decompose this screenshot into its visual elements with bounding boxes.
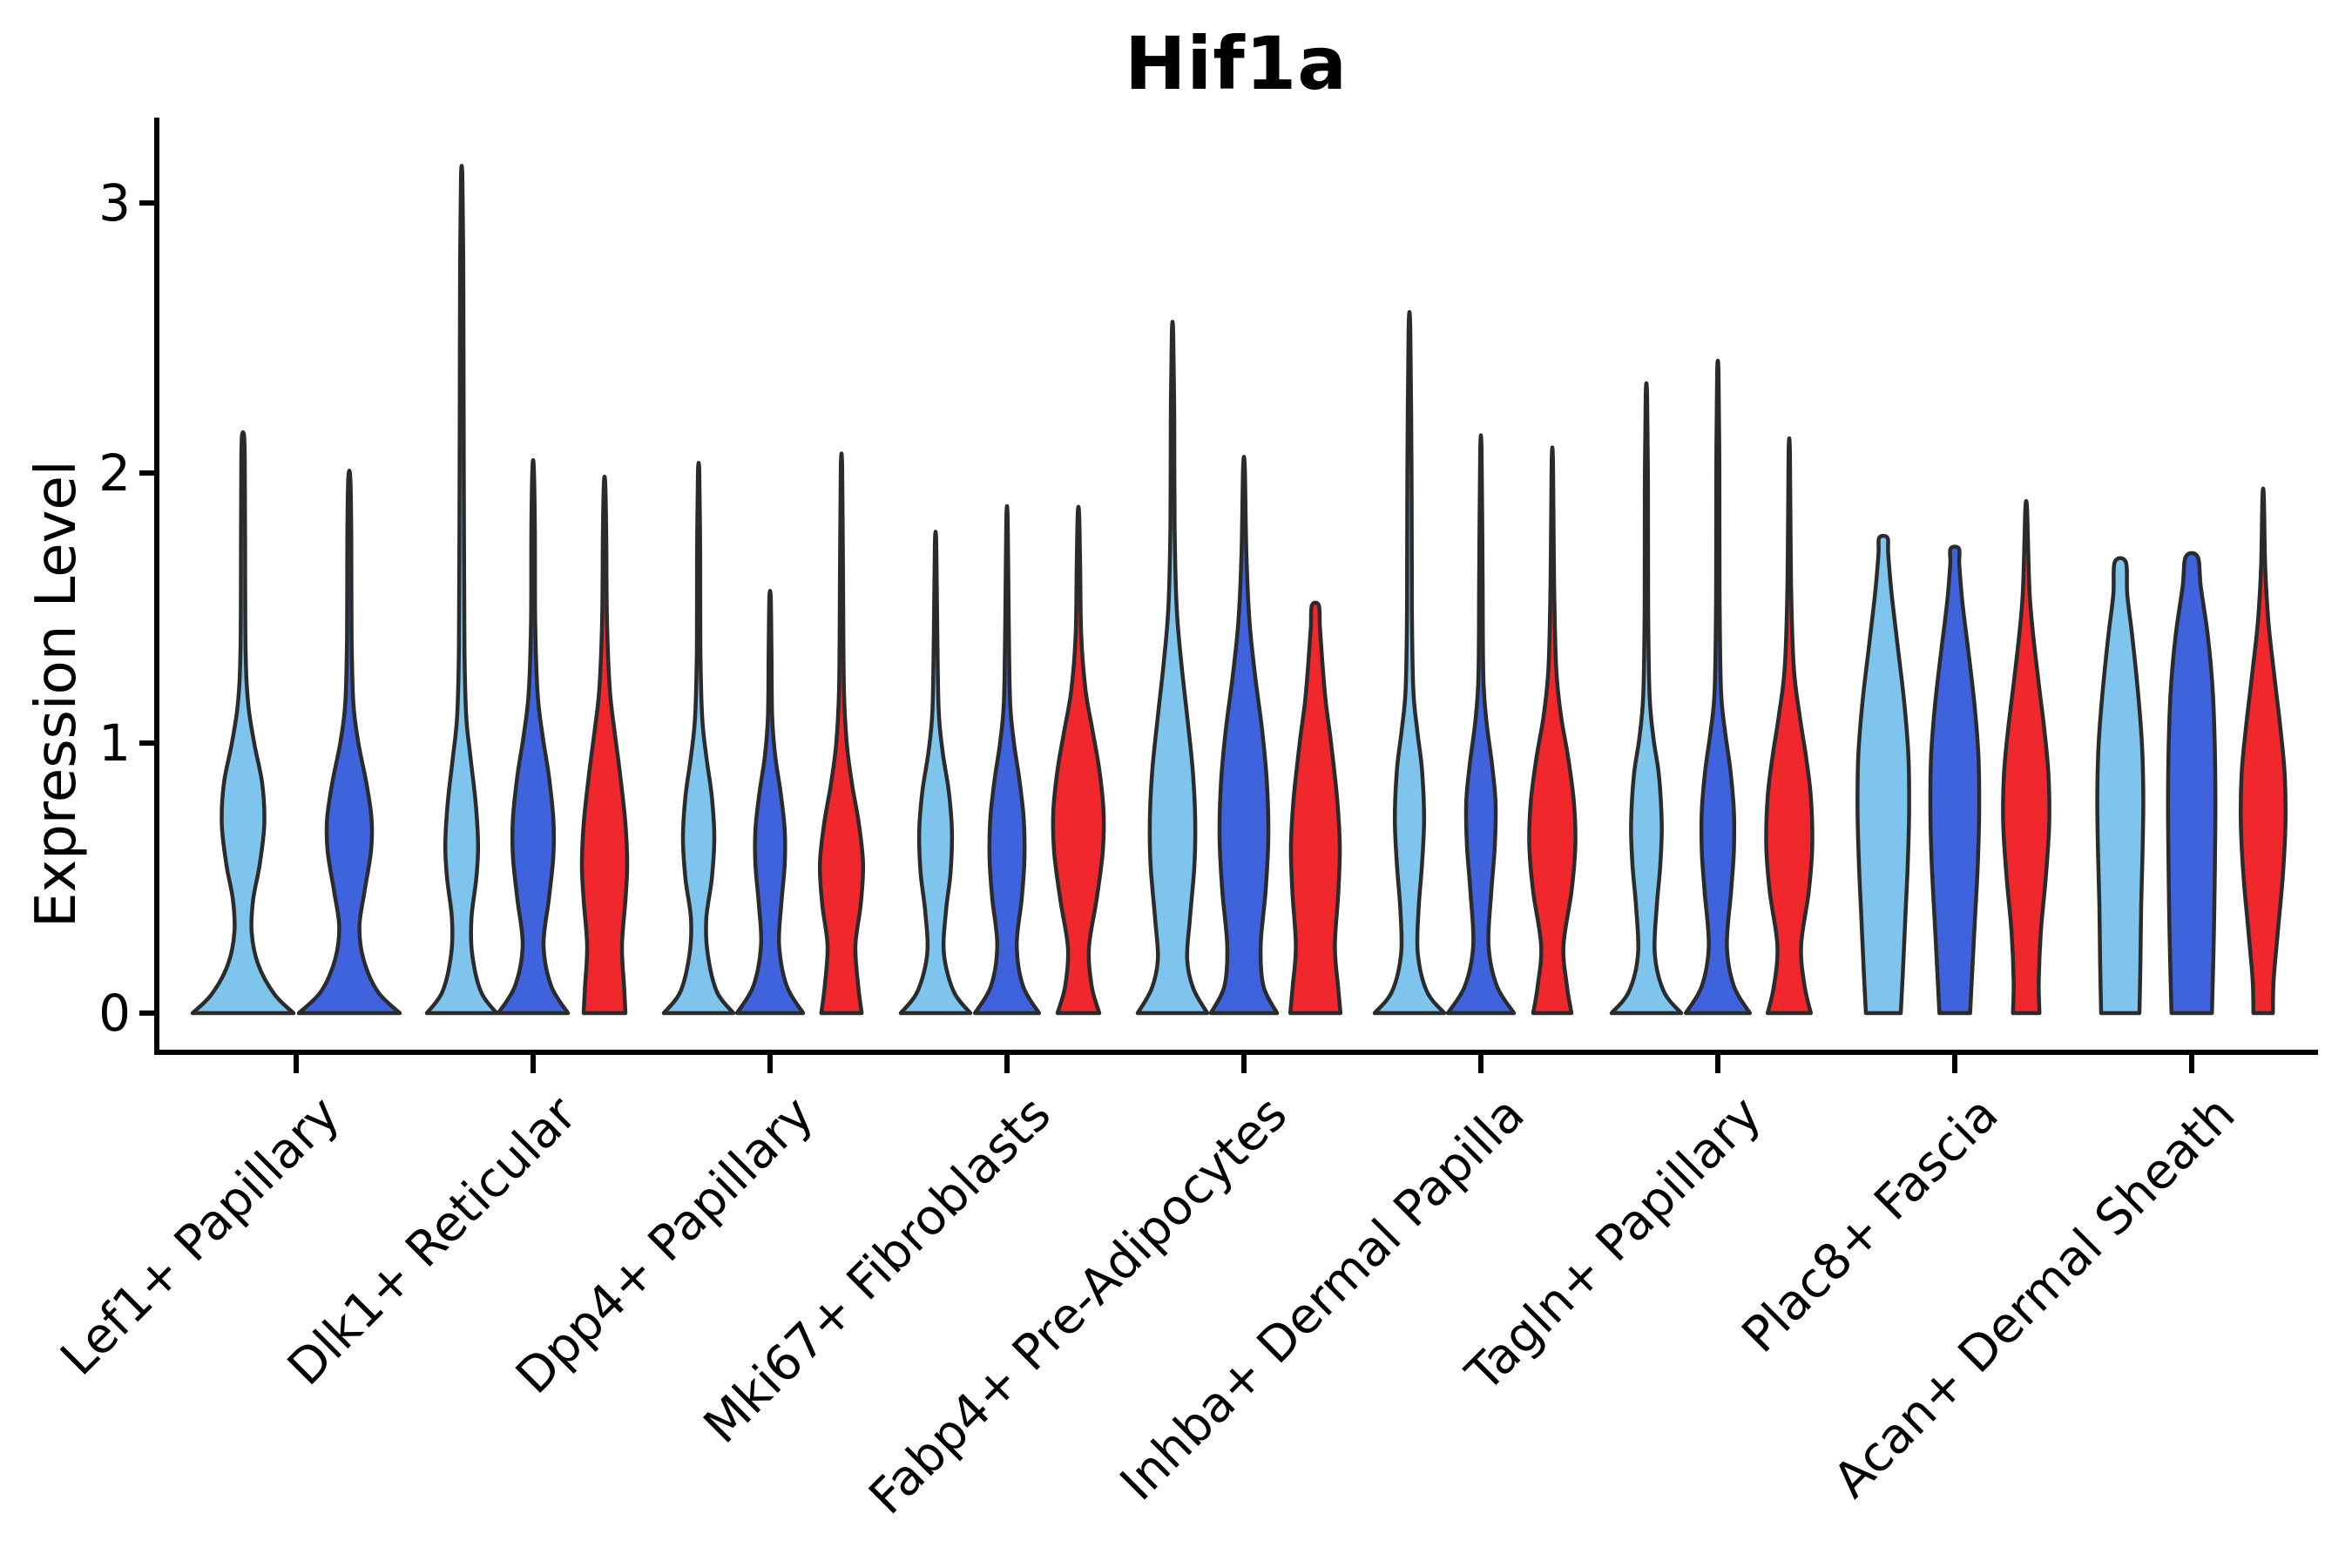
- violin-6-series-0: [1609, 381, 1684, 1016]
- violin-8-series-0: [2095, 556, 2146, 1016]
- violin-4-series-2: [1288, 600, 1343, 1016]
- violin-6-series-2: [1764, 436, 1815, 1016]
- chart-title: Hif1a: [1125, 21, 1348, 106]
- violin-1-series-1: [496, 458, 571, 1016]
- violin-7-series-0: [1855, 533, 1911, 1016]
- violin-2-series-2: [817, 451, 866, 1016]
- y-tick-label: 3: [98, 173, 131, 233]
- violin-8-series-1: [2166, 551, 2218, 1016]
- axis-spines: [154, 118, 2318, 1055]
- violin-5-series-0: [1372, 309, 1447, 1016]
- y-tick-label: 0: [98, 983, 131, 1043]
- violin-2-series-0: [661, 461, 736, 1016]
- violin-1-series-0: [424, 164, 499, 1016]
- y-tick-label: 2: [98, 443, 131, 503]
- violin-5-series-1: [1445, 433, 1517, 1016]
- violin-1-series-2: [579, 474, 630, 1016]
- violin-7-series-2: [2001, 498, 2051, 1016]
- violin-8-series-2: [2238, 486, 2288, 1016]
- violin-3-series-2: [1051, 504, 1106, 1016]
- violin-4-series-0: [1135, 320, 1210, 1016]
- violin-7-series-1: [1928, 544, 1982, 1016]
- violin-0-series-1: [296, 469, 402, 1016]
- violin-4-series-1: [1208, 455, 1280, 1016]
- violin-2-series-1: [734, 589, 806, 1016]
- y-tick-label: 1: [98, 713, 131, 773]
- violin-3-series-1: [972, 504, 1042, 1016]
- violin-0-series-0: [190, 429, 296, 1016]
- violin-6-series-1: [1683, 358, 1753, 1016]
- violin-3-series-0: [898, 530, 973, 1016]
- violin-5-series-2: [1527, 445, 1578, 1016]
